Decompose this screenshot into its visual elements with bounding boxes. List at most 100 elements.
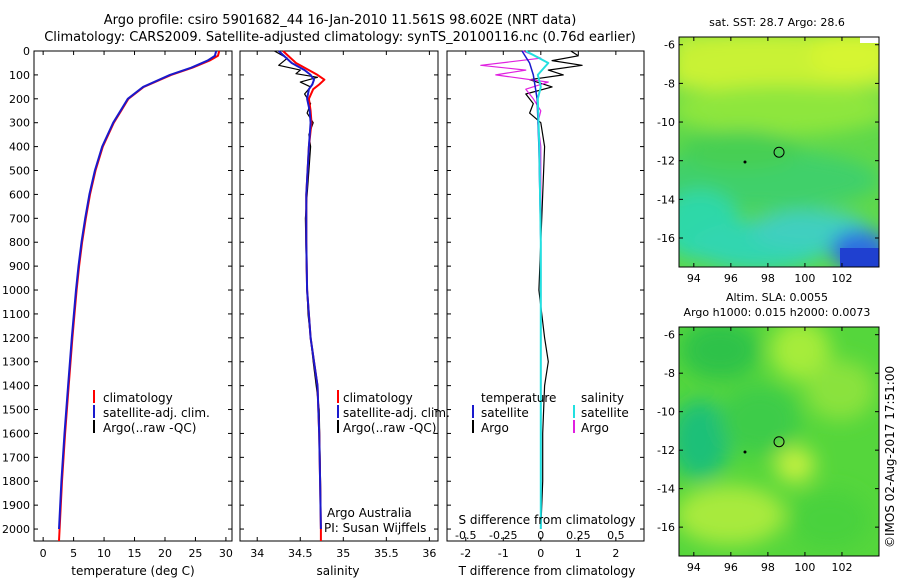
depth-tick-label: 800: [9, 236, 30, 249]
map-x-tick-label: 102: [831, 272, 852, 285]
legend-t-satellite-label: satellite: [481, 406, 529, 420]
sla-map-title: Altim. SLA: 0.0055: [726, 291, 828, 304]
map-x-tick-label: 96: [724, 561, 738, 574]
map-y-tick-label: -6: [664, 329, 675, 342]
s-diff-tick-label: 0: [537, 529, 544, 542]
sst-map-title: sat. SST: 28.7 Argo: 28.6: [709, 16, 845, 29]
legend-argo-label: Argo(..raw -QC): [103, 421, 196, 435]
legend-climatology-label: climatology: [103, 391, 173, 405]
sst-map-frame: [678, 36, 880, 268]
map-x-tick-label: 96: [724, 272, 738, 285]
temperature-panel: 0100200300400500600700800900100011001200…: [2, 45, 233, 578]
depth-tick-label: 1300: [2, 356, 30, 369]
depth-tick-label: 200: [9, 93, 30, 106]
difference-panel: -2 -1 0 1 2 -0.5 -0.25 0 0.25 0.5 T difference f…: [446, 50, 645, 578]
map-x-tick-label: 100: [794, 561, 815, 574]
depth-tick-label: 300: [9, 117, 30, 130]
map-y-tick-label: -10: [657, 406, 675, 419]
x-tick-label: 5: [70, 547, 77, 560]
depth-tick-label: 2000: [2, 523, 30, 536]
sla-map-frame: [678, 326, 880, 557]
map-y-tick-label: -8: [664, 77, 675, 90]
difference-panel-frame: [446, 50, 645, 542]
legend-argo-label: Argo(..raw -QC): [343, 421, 436, 435]
depth-tick-label: 1200: [2, 332, 30, 345]
satellite-line: [58, 50, 218, 530]
t-difference-axis: -2 -1 0 1 2: [460, 51, 619, 560]
sst-map-axes: 94 96 98 100 102 -6 -8 -10 -12 -14 -16: [657, 37, 879, 285]
s-satellite-line: [525, 50, 550, 529]
s-difference-axis: -0.5 -0.25 0 0.25 0.5: [455, 529, 625, 542]
header-title-line2: Climatology: CARS2009. Satellite-adjuste…: [44, 30, 636, 45]
depth-tick-label: 1600: [2, 427, 30, 440]
x-tick-label: 1: [575, 547, 582, 560]
map-y-tick-label: -16: [657, 521, 675, 534]
sla-map-axes: 94 96 98 100 102 -6 -8 -10 -12 -14 -16: [657, 327, 879, 574]
argo-track-marker: [743, 160, 747, 164]
depth-tick-label: 1900: [2, 499, 30, 512]
depth-tick-label: 1800: [2, 475, 30, 488]
depth-tick-label: 1500: [2, 404, 30, 417]
depth-tick-label: 900: [9, 260, 30, 273]
depth-axis: 0 100 200 300 400 500 600 700 800 900 1000 1100 1200…: [2, 45, 232, 536]
climatology-line: [58, 50, 221, 542]
temperature-panel-frame: [33, 50, 233, 542]
annotation-pi: PI: Susan Wijffels: [324, 521, 426, 535]
x-tick-label: 25: [188, 547, 202, 560]
x-tick-label: 20: [158, 547, 172, 560]
depth-tick-label: 400: [9, 141, 30, 154]
depth-tick-label: 100: [9, 69, 30, 82]
x-tick-label: -2: [460, 547, 471, 560]
map-x-tick-label: 98: [761, 272, 775, 285]
satellite-line: [278, 50, 322, 530]
legend-salinity-title: salinity: [581, 391, 624, 405]
map-x-tick-label: 102: [831, 561, 852, 574]
sla-map-subtitle: Argo h1000: 0.015 h2000: 0.0073: [684, 306, 871, 319]
climatology-line: [282, 50, 326, 541]
x-tick-label: 36: [422, 547, 436, 560]
header-title-line1: Argo profile: csiro 5901682_44 16-Jan-20…: [103, 13, 577, 28]
x-tick-label: 30: [219, 547, 233, 560]
legend-t-argo-label: Argo: [481, 421, 509, 435]
map-y-tick-label: -12: [657, 155, 675, 168]
map-y-tick-label: -10: [657, 116, 675, 129]
map-x-tick-label: 94: [687, 272, 701, 285]
salinity-axis-label: salinity: [316, 564, 359, 578]
map-y-tick-label: -12: [657, 444, 675, 457]
t-argo-line: [525, 50, 583, 530]
depth-tick-label: 1100: [2, 308, 30, 321]
temperature-axis: 0 5 10 15 20 25 30: [40, 51, 233, 560]
temperature-axis-label: temperature (deg C): [71, 564, 194, 578]
x-tick-label: 2: [612, 547, 619, 560]
x-tick-label: 34: [250, 547, 264, 560]
map-y-tick-label: -6: [664, 39, 675, 52]
argo-track-marker: [743, 450, 747, 454]
x-tick-label: 35.5: [374, 547, 399, 560]
depth-tick-label: 700: [9, 212, 30, 225]
argo-position-marker: [773, 146, 785, 158]
legend-temperature-title: temperature: [481, 391, 556, 405]
depth-tick-label: 600: [9, 188, 30, 201]
map-y-tick-label: -14: [657, 193, 675, 206]
depth-tick-label: 500: [9, 165, 30, 178]
salinity-panel: 34 34.5 35 35.5 36 salinity climatology sate…: [239, 50, 450, 578]
legend-s-argo-label: Argo: [581, 421, 609, 435]
sla-map: Altim. SLA: 0.0055 Argo h1000: 0.015 h20…: [657, 291, 880, 574]
salinity-legend: climatology satellite-adj. clim. Argo(..…: [337, 390, 450, 435]
legend-s-satellite-label: satellite: [581, 406, 629, 420]
argo-position-marker: [773, 436, 785, 448]
map-y-tick-label: -14: [657, 483, 675, 496]
depth-tick-label: 1000: [2, 284, 30, 297]
s-difference-axis-label: S difference from climatology: [459, 513, 636, 527]
depth-tick-label: 1700: [2, 451, 30, 464]
salinity-panel-frame: [239, 50, 439, 542]
map-x-tick-label: 94: [687, 561, 701, 574]
s-diff-tick-label: -0.25: [489, 529, 517, 542]
difference-legend: temperature satellite Argo salinity sate…: [472, 391, 629, 435]
sst-map: sat. SST: 28.7 Argo: 28.6 94 96 98: [657, 16, 880, 285]
s-diff-tick-label: 0.25: [566, 529, 591, 542]
map-y-tick-label: -8: [664, 367, 675, 380]
temperature-series: [58, 50, 221, 542]
x-tick-label: 10: [97, 547, 111, 560]
x-tick-label: 0: [537, 547, 544, 560]
